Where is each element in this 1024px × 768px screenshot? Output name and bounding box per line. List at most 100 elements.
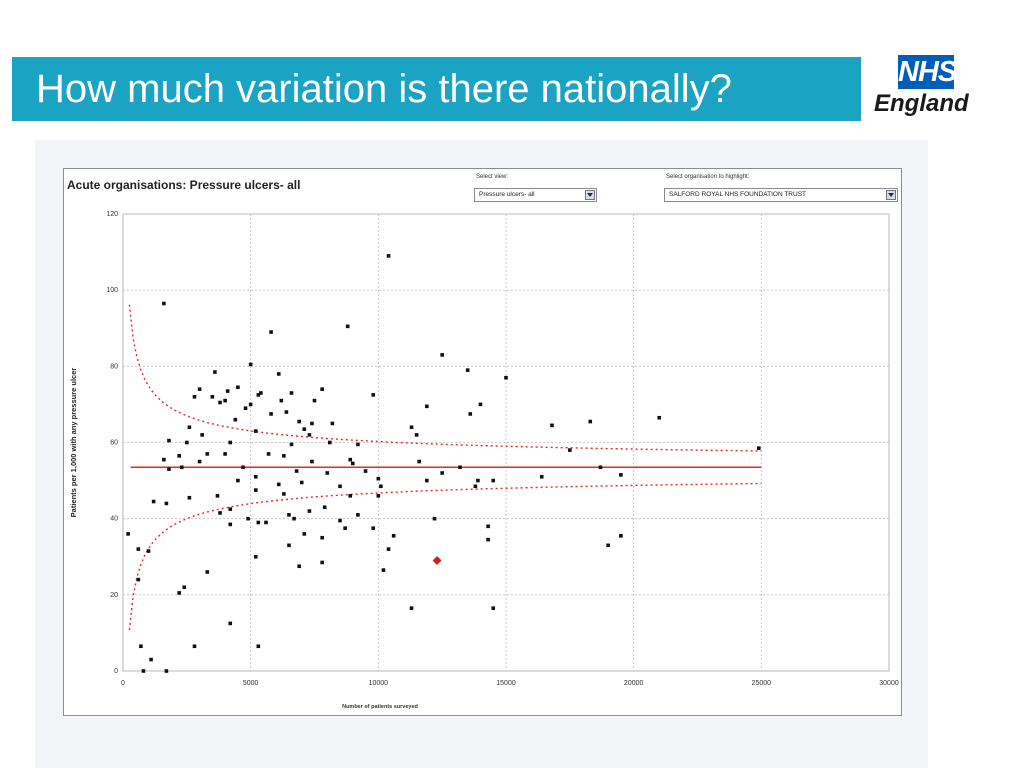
data-point bbox=[379, 484, 383, 489]
data-point bbox=[246, 516, 250, 521]
select-view-label: Select view: bbox=[476, 174, 509, 180]
data-point bbox=[187, 495, 192, 500]
data-point bbox=[276, 372, 281, 376]
data-point bbox=[598, 465, 603, 470]
data-point bbox=[348, 494, 353, 498]
data-point bbox=[233, 417, 238, 422]
data-point bbox=[302, 532, 307, 536]
data-point bbox=[225, 389, 230, 393]
data-point bbox=[167, 467, 171, 471]
lower-control-limit bbox=[128, 482, 762, 630]
data-point bbox=[297, 564, 301, 569]
data-point bbox=[320, 387, 324, 391]
data-point bbox=[386, 547, 391, 551]
data-point bbox=[264, 520, 268, 525]
x-tick-label: 10000 bbox=[369, 680, 389, 687]
data-point bbox=[292, 516, 296, 521]
data-point bbox=[409, 606, 414, 610]
data-point bbox=[185, 440, 189, 445]
x-tick-label: 15000 bbox=[496, 680, 516, 687]
data-point bbox=[215, 494, 220, 498]
data-point bbox=[376, 494, 381, 498]
data-point bbox=[182, 585, 187, 590]
data-point bbox=[310, 421, 314, 426]
data-point bbox=[588, 419, 593, 424]
data-point bbox=[167, 438, 171, 443]
data-point bbox=[325, 471, 330, 475]
data-point bbox=[213, 370, 217, 374]
data-point bbox=[345, 324, 350, 329]
data-point bbox=[491, 606, 496, 610]
data-point bbox=[657, 415, 661, 420]
data-point bbox=[162, 301, 166, 306]
data-point bbox=[276, 482, 281, 487]
data-point bbox=[223, 452, 227, 456]
data-point bbox=[343, 526, 347, 530]
data-point bbox=[197, 387, 202, 391]
data-point bbox=[619, 534, 623, 538]
data-point bbox=[338, 518, 342, 523]
data-point bbox=[409, 425, 414, 430]
data-point bbox=[465, 368, 470, 372]
data-point bbox=[192, 644, 197, 649]
y-axis-label: Patients per 1,000 with any pressure ulc… bbox=[69, 368, 78, 518]
data-point bbox=[149, 657, 153, 662]
select-organisation-label: Select organisation to highlight: bbox=[666, 174, 750, 180]
data-point bbox=[266, 452, 271, 456]
x-tick-label: 20000 bbox=[624, 680, 644, 687]
data-point bbox=[126, 532, 130, 536]
data-point bbox=[284, 410, 289, 414]
data-point bbox=[210, 395, 215, 399]
data-point bbox=[289, 391, 294, 395]
data-point bbox=[253, 474, 258, 479]
data-point bbox=[504, 375, 508, 380]
data-point bbox=[269, 330, 273, 334]
select-organisation-dropdown[interactable]: SALFORD ROYAL NHS FOUNDATION TRUST bbox=[664, 188, 898, 202]
data-point bbox=[205, 570, 210, 574]
data-point bbox=[619, 473, 623, 477]
data-point bbox=[440, 353, 444, 357]
data-point bbox=[287, 543, 291, 548]
data-point bbox=[256, 520, 261, 525]
chevron-down-icon[interactable] bbox=[585, 190, 595, 200]
data-point bbox=[312, 398, 317, 403]
chevron-down-icon[interactable] bbox=[886, 190, 896, 200]
data-point bbox=[200, 433, 204, 437]
slide-title: How much variation is there nationally? bbox=[36, 67, 732, 111]
data-point bbox=[279, 398, 284, 403]
data-point bbox=[241, 465, 245, 470]
y-tick-label: 0 bbox=[114, 668, 118, 675]
data-point bbox=[248, 362, 253, 367]
select-view-dropdown[interactable]: Pressure ulcers- all bbox=[474, 188, 597, 202]
data-point bbox=[294, 469, 299, 473]
data-point bbox=[248, 402, 253, 407]
data-point bbox=[289, 442, 294, 447]
data-point bbox=[136, 547, 141, 551]
data-point bbox=[256, 644, 261, 649]
y-tick-label: 60 bbox=[110, 440, 118, 447]
data-point bbox=[228, 440, 233, 445]
data-point bbox=[338, 484, 342, 489]
data-point bbox=[177, 454, 181, 458]
data-point bbox=[478, 402, 483, 407]
data-point bbox=[322, 505, 327, 510]
data-point bbox=[376, 476, 381, 481]
data-point bbox=[218, 400, 222, 405]
data-point bbox=[297, 419, 301, 424]
data-point bbox=[269, 412, 273, 416]
data-point bbox=[310, 459, 314, 464]
data-point bbox=[381, 568, 386, 572]
data-point bbox=[606, 543, 610, 548]
data-point bbox=[356, 513, 360, 517]
data-point bbox=[299, 480, 304, 485]
data-point bbox=[756, 446, 761, 451]
data-point bbox=[177, 591, 181, 595]
data-point bbox=[351, 461, 355, 466]
x-tick-label: 0 bbox=[121, 680, 125, 687]
data-point bbox=[205, 452, 210, 456]
data-point bbox=[282, 492, 286, 496]
highlighted-organisation-point bbox=[432, 556, 442, 566]
data-point bbox=[568, 448, 572, 452]
data-point bbox=[259, 391, 263, 395]
